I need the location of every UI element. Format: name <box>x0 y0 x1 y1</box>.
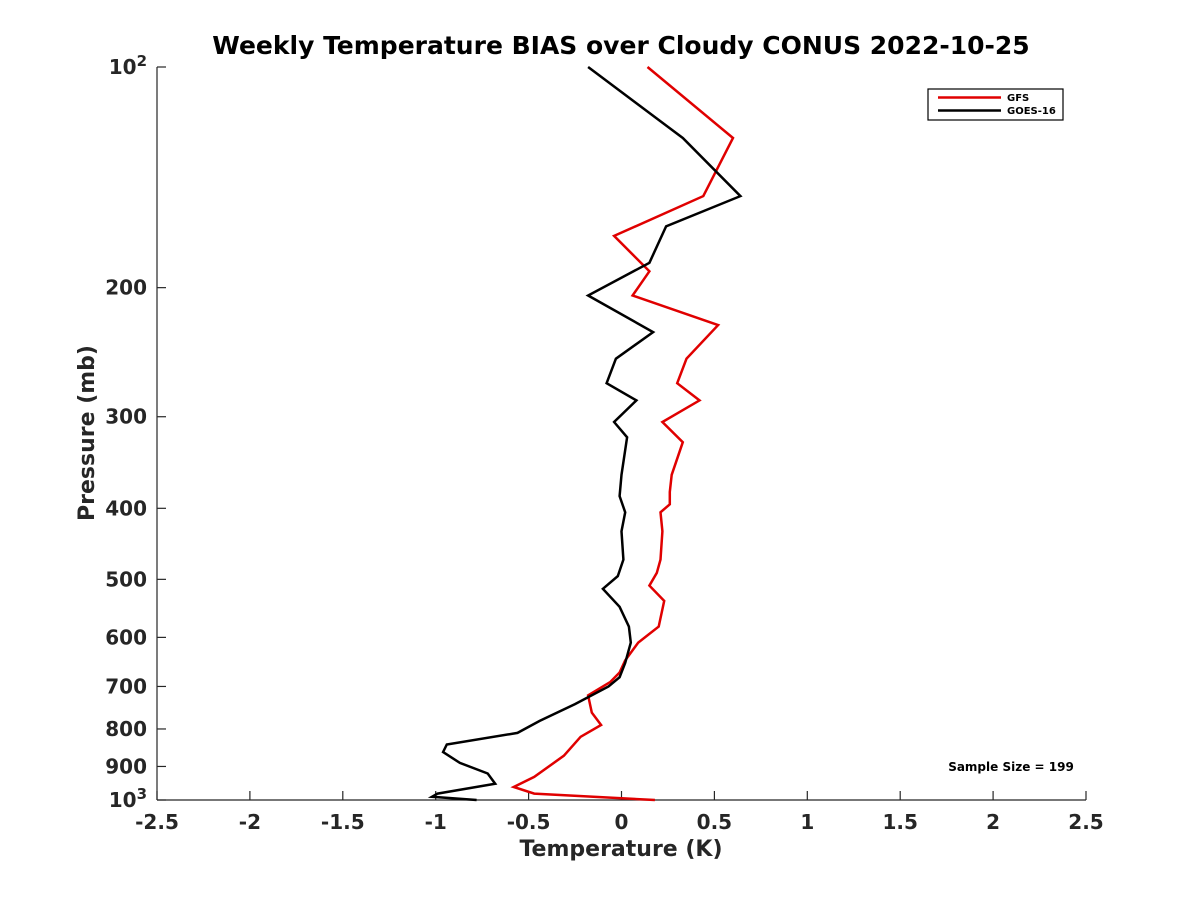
x-axis-label: Temperature (K) <box>519 837 722 862</box>
y-tick-label: 103 <box>109 785 147 812</box>
x-tick-label: -2.5 <box>135 810 179 834</box>
chart-title: Weekly Temperature BIAS over Cloudy CONU… <box>212 31 1029 60</box>
y-tick-label: 600 <box>105 625 147 649</box>
legend-box <box>927 88 1064 121</box>
y-tick-label: 800 <box>105 717 147 741</box>
y-tick-label: 300 <box>105 405 147 429</box>
x-tick-label: 2.5 <box>1068 810 1103 834</box>
sample-size-annotation: Sample Size = 199 <box>948 760 1074 774</box>
x-tick-label: 1 <box>800 810 814 834</box>
x-tick-label: -2 <box>239 810 261 834</box>
x-tick-label: -0.5 <box>507 810 551 834</box>
x-tick-label: -1 <box>425 810 447 834</box>
y-tick-label: 500 <box>105 567 147 591</box>
series-line-goes16 <box>427 65 743 802</box>
legend: GFS GOES-16 <box>927 88 1064 121</box>
x-tick-label: 1.5 <box>882 810 917 834</box>
x-tick-label: 0.5 <box>697 810 732 834</box>
y-tick-label: 700 <box>105 674 147 698</box>
series-group <box>427 65 743 802</box>
series-line-gfs <box>510 66 735 802</box>
y-tick-label: 400 <box>105 496 147 520</box>
y-tick-label: 200 <box>105 276 147 300</box>
y-ticks: 102 200 300 400 500 600 700 800 900 103 <box>105 52 166 812</box>
legend-label-gfs: GFS <box>1007 93 1029 104</box>
y-axis-label: Pressure (mb) <box>75 345 100 521</box>
x-ticks: -2.5 -2 -1.5 -1 -0.5 0 0.5 1 1.5 2 2.5 <box>135 791 1104 834</box>
x-tick-label: -1.5 <box>321 810 365 834</box>
x-tick-label: 0 <box>615 810 629 834</box>
y-tick-label: 102 <box>109 52 147 79</box>
legend-label-goes16: GOES-16 <box>1007 106 1056 117</box>
x-tick-label: 2 <box>986 810 1000 834</box>
y-tick-label: 900 <box>105 754 147 778</box>
